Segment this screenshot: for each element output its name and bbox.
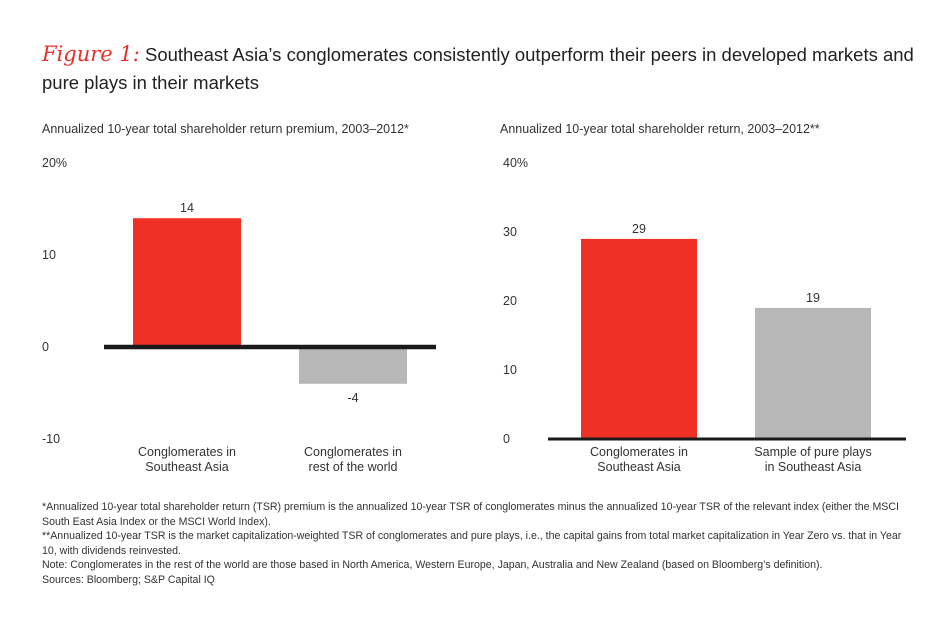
chart-2-value-label: 29 xyxy=(632,222,646,236)
chart-1-ytick-label: 20% xyxy=(42,156,67,170)
chart-1-value-label: 14 xyxy=(180,201,194,215)
footnote-sources: Sources: Bloomberg; S&P Capital IQ xyxy=(42,573,215,586)
figure-title-text: Southeast Asia’s conglomerates consisten… xyxy=(42,44,914,93)
chart-2-category-label: Conglomerates in Southeast Asia xyxy=(590,445,688,474)
footnotes: *Annualized 10-year total shareholder re… xyxy=(42,500,912,588)
figure-label: Figure 1: xyxy=(42,42,140,66)
footnote-tsr: **Annualized 10-year TSR is the market c… xyxy=(42,530,902,557)
chart-1-bar-2 xyxy=(299,347,407,384)
chart-2-ytick-label: 20 xyxy=(503,294,517,308)
chart-1-ytick-label: -10 xyxy=(42,432,60,446)
chart-1-title: Annualized 10-year total shareholder ret… xyxy=(42,122,409,136)
chart-2-category-label: Sample of pure plays in Southeast Asia xyxy=(754,445,871,474)
chart-1-ytick-label: 0 xyxy=(42,340,49,354)
chart-1-category-label: Conglomerates in Southeast Asia xyxy=(138,445,236,474)
footnote-tsr-premium: *Annualized 10-year total shareholder re… xyxy=(42,501,899,528)
chart-1-value-label: -4 xyxy=(347,391,358,405)
chart-2-title: Annualized 10-year total shareholder ret… xyxy=(500,122,820,136)
chart-2-bar-2 xyxy=(755,307,871,439)
chart-2-bar-1 xyxy=(581,238,697,439)
footnote-note: Note: Conglomerates in the rest of the w… xyxy=(42,559,823,572)
chart-2-ytick-label: 30 xyxy=(503,225,517,239)
chart-2-ytick-label: 0 xyxy=(503,432,510,446)
chart-2-ytick-label: 10 xyxy=(503,363,517,377)
chart-1-category-label: Conglomerates in rest of the world xyxy=(304,445,402,474)
chart-1-ytick-label: 10 xyxy=(42,248,56,262)
chart-2-ytick-label: 40% xyxy=(503,156,528,170)
chart-1-bar-1 xyxy=(133,218,241,347)
chart-2-value-label: 19 xyxy=(806,291,820,305)
figure-title: Figure 1: Southeast Asia’s conglomerates… xyxy=(42,40,922,97)
